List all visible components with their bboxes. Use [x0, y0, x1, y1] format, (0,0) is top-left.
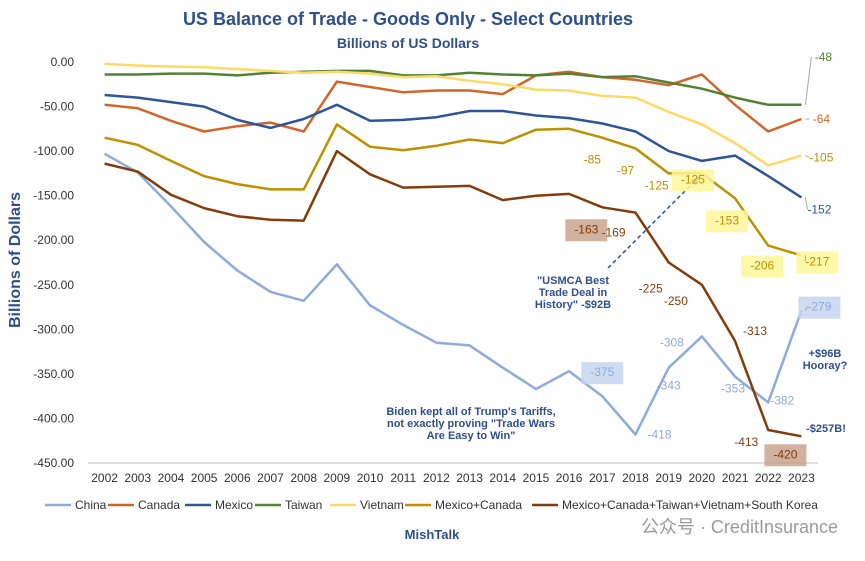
y-tick-label: -250.00 [33, 278, 74, 292]
x-tick-label: 2017 [589, 471, 616, 485]
annotation-line: -$257B! [806, 423, 846, 435]
series-line-6 [104, 149, 802, 438]
legend-label: Canada [138, 498, 180, 512]
series-line-1 [104, 70, 802, 133]
y-tick-label: -50.00 [40, 100, 74, 114]
x-tick-label: 2018 [622, 471, 649, 485]
data-label: -413 [734, 435, 758, 449]
data-label: -418 [647, 427, 671, 441]
series-line-2 [104, 93, 803, 199]
data-label: -152 [807, 202, 831, 216]
y-tick-label: 0.00 [51, 55, 75, 69]
data-label: -97 [617, 163, 635, 177]
leader-line [804, 56, 812, 105]
x-tick-label: 2007 [257, 471, 284, 485]
data-label: -48 [815, 50, 833, 64]
x-tick-label: 2013 [456, 471, 483, 485]
legend-label: China [75, 498, 107, 512]
y-tick-label: -100.00 [33, 144, 74, 158]
data-label-box [706, 210, 749, 233]
data-label-box [764, 444, 807, 467]
legend-label: Mexico+Canada [435, 498, 522, 512]
data-label: -353 [721, 382, 745, 396]
x-tick-label: 2021 [722, 471, 749, 485]
x-tick-label: 2009 [324, 471, 351, 485]
x-tick-label: 2006 [224, 471, 251, 485]
x-tick-label: 2005 [191, 471, 218, 485]
y-tick-label: -200.00 [33, 233, 74, 247]
data-label: -64 [813, 112, 831, 126]
x-tick-label: 2011 [390, 471, 416, 485]
y-tick-label: -450.00 [33, 456, 74, 470]
x-tick-label: 2016 [556, 471, 583, 485]
legend-label: Mexico+Canada+Taiwan+Vietnam+South Korea [562, 498, 818, 512]
annotation-line: Hooray? [803, 360, 848, 372]
x-tick-label: 2014 [489, 471, 516, 485]
data-label: -375 [590, 365, 614, 379]
chart-subtitle: Billions of US Dollars [337, 35, 480, 51]
data-label: -279 [807, 300, 831, 314]
data-label: -163 [574, 222, 598, 236]
data-label: -225 [639, 282, 663, 296]
data-label: -153 [715, 213, 739, 227]
data-label-box [671, 169, 714, 192]
data-label: -125 [645, 178, 669, 192]
annotation-line: Biden kept all of Trump's Tariffs, [386, 406, 555, 418]
annotation-line: History" -$92B [535, 299, 611, 311]
legend-label: Taiwan [285, 498, 322, 512]
series-line-3 [104, 69, 802, 107]
data-label-box [565, 219, 608, 242]
y-tick-label: -300.00 [33, 322, 74, 336]
data-label: -125 [681, 172, 705, 186]
annotation-line: "USMCA Best [537, 275, 609, 287]
data-label: -343 [657, 379, 681, 393]
data-label: -420 [773, 447, 797, 461]
x-tick-label: 2019 [655, 471, 682, 485]
legend-label: Vietnam [360, 498, 404, 512]
chart-title: US Balance of Trade - Goods Only - Selec… [183, 9, 633, 29]
x-axis-label: MishTalk [405, 527, 460, 542]
data-label: -382 [770, 393, 794, 407]
annotation-line: +$96B [809, 348, 842, 360]
data-label: -313 [743, 324, 767, 338]
data-label: -206 [750, 259, 774, 273]
data-label: -85 [584, 153, 602, 167]
y-tick-label: -150.00 [33, 189, 74, 203]
legend-label: Mexico [215, 498, 253, 512]
data-label-box [741, 255, 784, 278]
x-tick-label: 2015 [523, 471, 550, 485]
series-line-4 [104, 62, 802, 167]
data-label: -169 [601, 226, 625, 240]
y-tick-label: -350.00 [33, 367, 74, 381]
data-label-box [796, 251, 839, 274]
watermark: 公众号 · CreditInsurance [641, 517, 838, 537]
data-label: -105 [809, 151, 833, 165]
x-tick-label: 2010 [357, 471, 384, 485]
data-label: -308 [660, 335, 684, 349]
annotation-line: Trade Deal in [539, 287, 608, 299]
y-axis-label: Billions of Dollars [7, 192, 24, 328]
annotation-line: Are Easy to Win" [427, 430, 516, 442]
annotation-line: not exactly proving "Trade Wars [387, 418, 555, 430]
data-label: -250 [664, 294, 688, 308]
x-tick-label: 2020 [689, 471, 716, 485]
data-label-box [798, 296, 841, 319]
x-tick-label: 2003 [124, 471, 151, 485]
x-tick-label: 2004 [158, 471, 185, 485]
x-tick-label: 2008 [290, 471, 317, 485]
data-label: -217 [805, 254, 829, 268]
data-label-box [581, 362, 624, 385]
x-tick-label: 2012 [423, 471, 450, 485]
y-tick-label: -400.00 [33, 411, 74, 425]
leader-line [804, 197, 808, 210]
series-line-0 [103, 152, 803, 436]
x-tick-label: 2002 [91, 471, 118, 485]
leader-line [805, 155, 810, 159]
x-tick-label: 2022 [755, 471, 782, 485]
leader-line [804, 306, 808, 311]
x-tick-label: 2023 [788, 471, 815, 485]
